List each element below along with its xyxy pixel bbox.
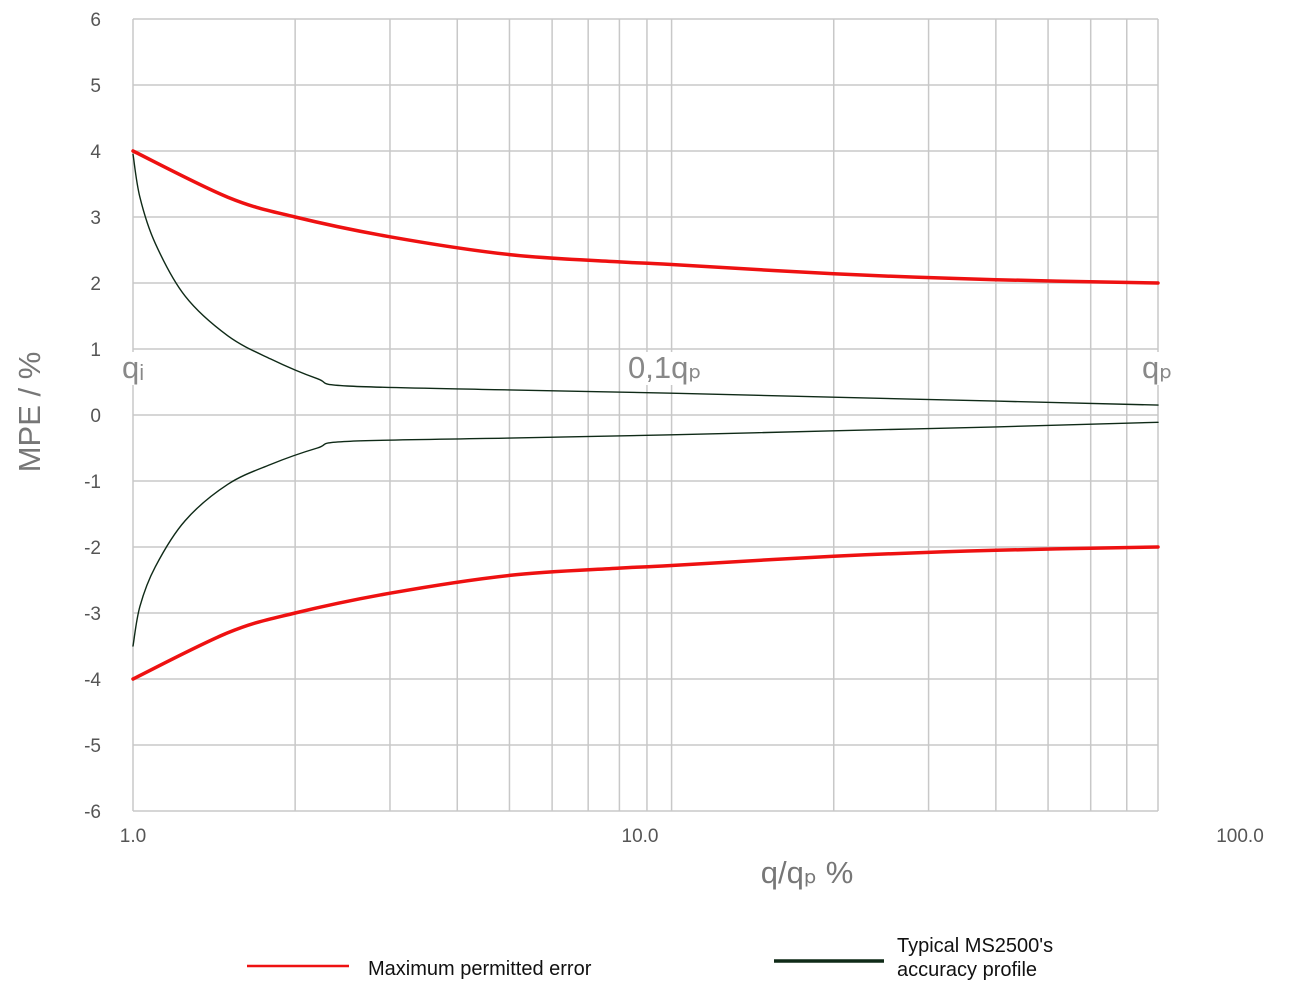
y-tick-label: -5: [84, 736, 101, 757]
y-tick-label: 2: [90, 274, 101, 295]
y-tick-label: 6: [90, 10, 101, 31]
y-axis-title: MPE / %: [12, 352, 47, 473]
x-tick-label: 100.0: [1216, 826, 1264, 847]
annotations: qᵢ 0,1qₚ qₚ: [120, 350, 1175, 385]
ms2500-series-line: [132, 153, 1159, 406]
y-tick-label: -3: [84, 604, 101, 625]
series-lines: [131, 149, 1160, 681]
x-tick-label: 1.0: [120, 826, 146, 847]
x-tick-labels: 1.0 10.0 100.0: [120, 826, 1264, 847]
y-tick-label: 3: [90, 208, 101, 229]
annotation-background: [1140, 352, 1175, 385]
y-tick-label: -4: [84, 670, 101, 691]
legend-label: Maximum permitted error: [368, 958, 592, 980]
y-tick-label: 4: [90, 142, 101, 163]
y-tick-label: 5: [90, 76, 101, 97]
mpe-series-line: [131, 149, 1160, 285]
annotation-background: [120, 352, 147, 385]
annotation-label: qₚ: [1142, 350, 1173, 385]
y-tick-label: 0: [90, 406, 101, 427]
annotation-background: [626, 352, 704, 385]
y-tick-label: -2: [84, 538, 101, 559]
x-tick-label: 10.0: [622, 826, 659, 847]
grid: [132, 18, 1159, 812]
x-axis-title: q/qₚ %: [761, 855, 854, 890]
y-tick-label: 1: [90, 340, 101, 361]
mpe-series-line: [131, 545, 1160, 681]
annotation-label: 0,1qₚ: [628, 350, 702, 385]
legend-label: Typical MS2500's accuracy profile: [897, 935, 1053, 981]
y-tick-labels: 6 5 4 3 2 1 0 -1 -2 -3 -4 -5 -6: [84, 10, 101, 823]
annotation-label: qᵢ: [122, 350, 144, 385]
y-tick-label: -1: [84, 472, 101, 493]
legend: Maximum permitted error Typical MS2500's a…: [247, 935, 1053, 981]
ms2500-series-line: [132, 421, 1159, 647]
y-tick-label: -6: [84, 802, 101, 823]
